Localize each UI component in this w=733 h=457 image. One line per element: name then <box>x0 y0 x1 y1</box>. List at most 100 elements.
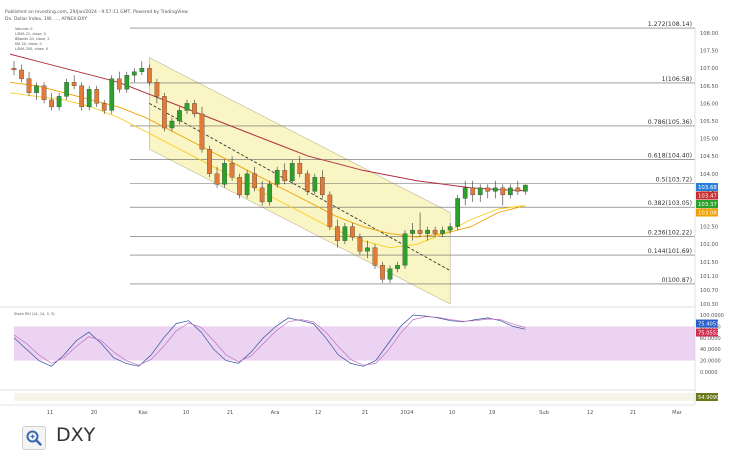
candle-body-8 <box>71 82 77 86</box>
time-label-8: 2024 <box>400 410 414 416</box>
stoch-tick-4: 20.0000 <box>700 359 721 365</box>
candle-body-10 <box>86 89 92 108</box>
candle-body-17 <box>139 68 145 72</box>
fib-label-7: 0.144(101.69) <box>648 248 692 255</box>
fib-label-4: 0.5(103.72) <box>656 177 692 184</box>
candle-body-6 <box>56 96 62 108</box>
candle-body-63 <box>485 187 491 192</box>
price-tick-14: 101.10 <box>700 274 718 280</box>
time-label-0: 11 <box>47 410 54 416</box>
candle-body-55 <box>425 229 430 234</box>
candle-body-7 <box>64 82 69 97</box>
fib-label-8: 0(100.87) <box>662 277 692 284</box>
candle-body-18 <box>147 68 152 83</box>
indicator-label-2: LSMA 21, close, 0 <box>15 32 46 36</box>
price-badge-text-0: 103.68 <box>698 185 717 191</box>
candle-body-25 <box>199 113 205 150</box>
candle-body-48 <box>372 247 378 266</box>
price-tick-3: 106.50 <box>700 84 718 90</box>
fib-layer: 1.272(108.14) 1(106.58) 0.786(105.36) 0.618… <box>130 21 695 285</box>
candle-body-33 <box>259 187 265 203</box>
candle-body-46 <box>357 236 363 252</box>
candle-body-3 <box>34 85 39 93</box>
lower-band <box>14 393 695 401</box>
time-label-4: 21 <box>227 410 234 416</box>
candle-body-37 <box>289 163 295 181</box>
candle-body-64 <box>492 187 498 192</box>
price-tick-7: 104.50 <box>700 154 718 160</box>
indicator-label-3: BBands 20, close, 2 <box>15 37 49 41</box>
candle-body-40 <box>312 177 318 192</box>
candle-body-62 <box>477 187 483 196</box>
stoch-rsi-panel: 100.000080.000060.000040.000020.00000.00… <box>13 313 724 376</box>
candle-body-57 <box>440 229 445 234</box>
price-badge-text-2: 103.37 <box>698 202 717 208</box>
time-label-11: Sub <box>539 410 550 416</box>
price-tick-2: 107.00 <box>700 66 718 72</box>
fib-label-5: 0.382(103.05) <box>648 200 692 207</box>
candle-body-47 <box>365 247 370 252</box>
candle-body-36 <box>282 170 288 181</box>
time-label-5: Ara <box>271 410 280 416</box>
price-tick-11: 102.50 <box>700 225 718 231</box>
candle-body-32 <box>252 173 257 189</box>
time-label-6: 12 <box>315 410 322 416</box>
lower-badge <box>696 393 718 401</box>
price-badges: 103.68 103.47 103.37 103.08 <box>696 183 718 217</box>
candle-body-27 <box>214 173 220 185</box>
candle-body-61 <box>470 187 476 196</box>
stoch-tick-2: 60.0000 <box>700 336 721 342</box>
candle-body-5 <box>49 99 54 108</box>
candle-body-22 <box>177 110 182 122</box>
price-tick-6: 105.00 <box>700 137 718 143</box>
candle-body-14 <box>116 78 122 90</box>
indicator-label-4: MA 20, close, 0 <box>15 42 42 46</box>
candle-body-35 <box>274 170 280 185</box>
candle-body-24 <box>192 103 197 115</box>
time-label-9: 10 <box>449 410 456 416</box>
fib-label-0: 1.272(108.14) <box>648 21 692 28</box>
price-badge-bg-1 <box>696 191 718 200</box>
candle-body-23 <box>184 103 190 111</box>
candle-body-43 <box>335 226 340 241</box>
stoch-d-value: 75.0552 <box>698 331 719 337</box>
candle-body-11 <box>94 89 100 104</box>
candle-body-31 <box>244 173 250 196</box>
candle-body-44 <box>342 226 348 241</box>
indicator-label-5: LSMA 200, close, 0 <box>15 47 48 51</box>
price-badge-bg-3 <box>696 208 718 217</box>
price-badge-bg-2 <box>696 200 718 208</box>
lower-panel: 54.9090 <box>14 393 719 401</box>
indicator-label-1: Volume: 0 <box>15 27 33 31</box>
candle-body-34 <box>267 184 273 203</box>
candle-body-29 <box>229 163 235 178</box>
candle-body-49 <box>380 265 385 280</box>
time-label-3: 10 <box>183 410 190 416</box>
candle-body-39 <box>304 173 310 192</box>
price-badge-text-1: 103.47 <box>698 194 717 200</box>
channel-midline <box>149 102 451 271</box>
stoch-tick-3: 40.0000 <box>700 347 721 353</box>
candle-body-16 <box>131 71 137 76</box>
zoom-button[interactable] <box>22 426 46 450</box>
price-badge-text-3: 103.08 <box>698 211 717 217</box>
time-label-14: Mar <box>672 410 683 416</box>
candle-body-56 <box>432 229 438 234</box>
candle-body-38 <box>297 163 303 174</box>
zoom-icon <box>26 430 42 446</box>
channel-layer <box>149 57 451 305</box>
footer-title: DXY <box>56 424 96 446</box>
stoch-tick-5: 0.0000 <box>700 370 718 376</box>
stoch-tick-0: 100.0000 <box>700 313 724 319</box>
time-label-1: 20 <box>91 410 98 416</box>
candle-body-26 <box>207 148 212 174</box>
header-line2: Dx. Dollar Index, 1W, ..., AFNEX:DXY <box>5 16 87 22</box>
candle-body-15 <box>124 75 130 90</box>
candle-body-2 <box>26 78 32 93</box>
price-tick-16: 100.30 <box>700 302 718 308</box>
candle-body-60 <box>462 187 468 199</box>
stoch-band <box>14 326 695 361</box>
candle-body-50 <box>387 268 393 280</box>
candle-body-13 <box>109 78 115 111</box>
